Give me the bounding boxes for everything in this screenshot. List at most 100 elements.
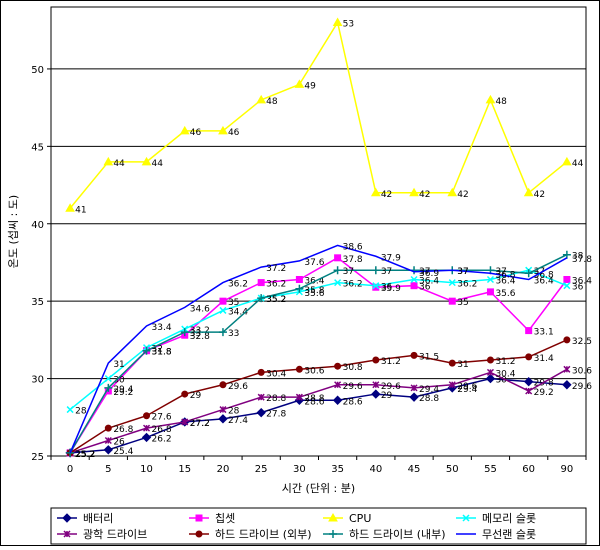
legend-label-chipset: 칩셋: [215, 512, 235, 525]
data-label-battery: 27.2: [190, 419, 210, 429]
legend-item-optical-drive: 광학 드라이브: [57, 528, 147, 541]
data-label-battery: 28.6: [304, 397, 324, 407]
x-tick-label: 30: [293, 464, 306, 475]
data-point-cpu: [256, 94, 267, 104]
legend-label-hdd-internal: 하드 드라이브 (내부): [349, 527, 446, 541]
x-tick-label: 5: [105, 464, 111, 475]
data-label-chipset: 35: [457, 298, 468, 308]
data-label-wlan-slot: 37.8: [572, 255, 592, 265]
data-label-memory-slot: 35.6: [304, 289, 324, 299]
data-label-hdd-internal: 29.4: [113, 385, 133, 395]
data-label-battery: 29.6: [572, 382, 592, 392]
data-label-hdd-external: 31.4: [534, 354, 554, 364]
legend-marker-hdd-external: [195, 530, 203, 538]
data-label-chipset: 33.1: [534, 328, 554, 338]
data-point-chipset: [486, 288, 494, 296]
legend-marker-hdd-internal: [329, 530, 337, 538]
data-label-hdd-external: 31: [457, 360, 468, 370]
data-point-hdd-external: [410, 351, 418, 359]
legend-item-memory-slot: 메모리 슬롯: [456, 512, 536, 525]
data-label-hdd-internal: 37: [419, 267, 430, 277]
x-tick-label: 25: [255, 464, 268, 475]
data-label-cpu: 49: [304, 81, 316, 91]
data-point-hdd-internal: [104, 383, 113, 392]
data-label-memory-slot: 37: [534, 267, 545, 277]
data-point-battery: [371, 389, 381, 399]
data-point-chipset: [334, 254, 342, 262]
legend-label-wlan-slot: 무선랜 슬롯: [482, 528, 536, 541]
data-point-hdd-external: [104, 424, 112, 432]
data-label-hdd-internal: 36.8: [534, 270, 554, 280]
data-label-chipset: 35.6: [495, 289, 515, 299]
data-point-cpu: [141, 156, 152, 166]
legend-marker-battery: [62, 513, 72, 523]
data-point-chipset: [257, 279, 265, 287]
x-tick-label: 10: [140, 464, 153, 475]
data-point-cpu: [332, 17, 343, 26]
data-point-hdd-internal: [333, 266, 342, 275]
data-label-hdd-internal: 35.2: [266, 295, 286, 305]
data-point-hdd-internal: [257, 294, 266, 303]
data-label-battery: 27.4: [228, 416, 248, 426]
data-point-hdd-internal: [142, 346, 151, 355]
series-line-memory-slot: [69, 269, 568, 411]
data-label-optical-drive: 25.2: [75, 450, 95, 460]
data-label-chipset: 36: [419, 283, 431, 293]
data-label-hdd-internal: 38: [572, 252, 584, 262]
data-label-hdd-internal: 33: [190, 329, 201, 339]
data-label-battery: 25.4: [113, 447, 133, 457]
y-tick-label: 45: [31, 142, 44, 153]
data-point-memory-slot: [334, 279, 342, 287]
data-label-memory-slot: 36.4: [495, 276, 515, 286]
data-label-chipset: 31.8: [152, 348, 172, 358]
x-tick-label: 50: [446, 464, 459, 475]
data-point-memory-slot: [372, 282, 380, 290]
legend-marker-cpu: [328, 512, 338, 522]
legend-marker-optical-drive: [63, 530, 71, 538]
data-label-hdd-external: 32.5: [572, 337, 592, 347]
data-label-optical-drive: 29.6: [381, 382, 401, 392]
data-label-wlan-slot: 34.6: [190, 304, 210, 314]
data-label-optical-drive: 28.8: [266, 394, 286, 404]
data-point-memory-slot: [104, 375, 112, 383]
data-point-memory-slot: [563, 282, 571, 290]
data-label-optical-drive: 29.2: [534, 388, 554, 398]
data-label-battery: 29.8: [534, 379, 554, 389]
data-point-chipset: [410, 282, 418, 290]
x-tick-label: 15: [178, 464, 191, 475]
data-label-wlan-slot: 38.6: [343, 242, 363, 252]
data-label-hdd-external: 27.6: [152, 413, 172, 423]
data-label-hdd-external: 29.6: [228, 382, 248, 392]
data-label-cpu: 44: [152, 159, 164, 169]
data-label-memory-slot: 28: [75, 407, 87, 417]
data-point-battery: [523, 376, 534, 387]
data-label-chipset: 25.2: [75, 450, 95, 460]
data-label-memory-slot: 32: [152, 345, 163, 355]
data-point-hdd-internal: [371, 266, 380, 275]
data-point-chipset: [448, 297, 456, 305]
data-label-hdd-external: 31.5: [419, 352, 439, 362]
data-label-cpu: 42: [381, 190, 392, 200]
data-label-hdd-external: 30.8: [343, 363, 363, 373]
data-label-optical-drive: 29.6: [457, 382, 477, 392]
data-label-memory-slot: 36.4: [419, 276, 439, 286]
data-label-wlan-slot: 36.2: [228, 280, 248, 290]
data-label-battery: 29.4: [457, 385, 477, 395]
data-point-chipset: [372, 283, 380, 291]
data-label-optical-drive: 29.4: [419, 385, 439, 395]
data-point-hdd-external: [372, 356, 380, 364]
data-point-optical-drive: [448, 381, 456, 389]
data-label-hdd-internal: 35.8: [304, 286, 324, 296]
x-tick-label: 20: [217, 464, 230, 475]
y-tick-label: 25: [31, 452, 44, 463]
data-point-memory-slot: [219, 306, 227, 314]
data-label-hdd-external: 31.2: [381, 357, 401, 367]
data-point-hdd-internal: [218, 328, 227, 337]
data-point-hdd-external: [219, 381, 227, 389]
series-line-optical-drive: [69, 368, 568, 454]
data-label-hdd-internal: 37: [343, 267, 354, 277]
